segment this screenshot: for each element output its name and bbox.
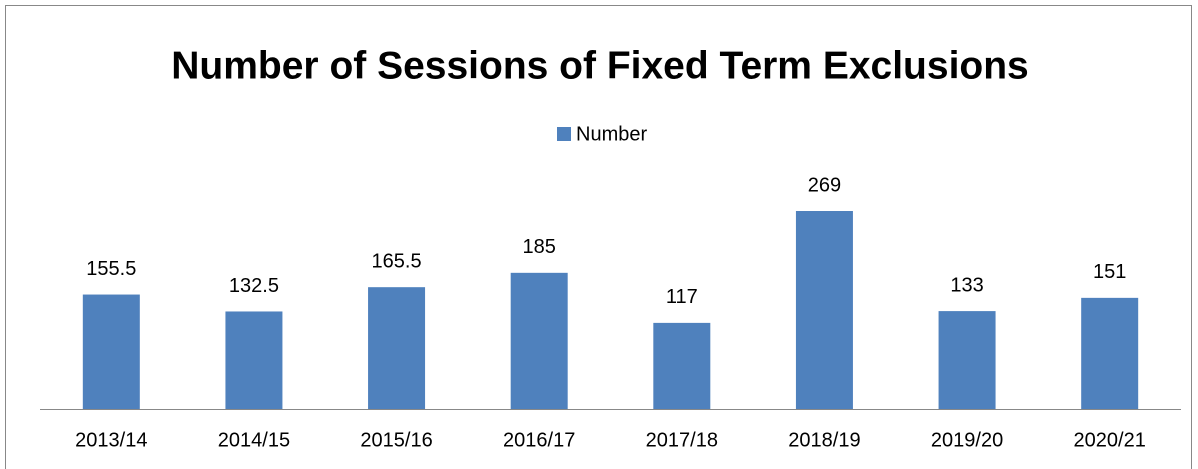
data-label: 155.5 [86, 258, 136, 280]
legend-swatch [557, 127, 571, 141]
data-label: 269 [808, 174, 841, 196]
data-label: 185 [523, 236, 556, 258]
bar [82, 294, 140, 409]
data-label: 132.5 [229, 275, 279, 297]
bar [368, 287, 426, 409]
data-label: 151 [1093, 261, 1126, 283]
x-tick-label: 2017/18 [646, 429, 718, 451]
bar [938, 311, 996, 409]
data-label: 117 [666, 286, 698, 308]
x-tick-label: 2019/20 [931, 429, 1003, 451]
bar [1081, 297, 1139, 409]
x-tick-label: 2013/14 [75, 429, 147, 451]
x-tick-label: 2015/16 [360, 429, 432, 451]
data-label: 133 [950, 274, 983, 296]
legend-label: Number [576, 123, 647, 145]
chart-title: Number of Sessions of Fixed Term Exclusi… [171, 44, 1029, 87]
bar [225, 311, 283, 409]
x-tick-label: 2018/19 [788, 429, 860, 451]
bar [510, 272, 568, 409]
x-tick-label: 2020/21 [1074, 429, 1146, 451]
x-tick-label: 2016/17 [503, 429, 575, 451]
bar [795, 211, 853, 409]
data-label: 165.5 [372, 250, 422, 272]
x-tick-label: 2014/15 [218, 429, 290, 451]
bar [653, 322, 711, 409]
